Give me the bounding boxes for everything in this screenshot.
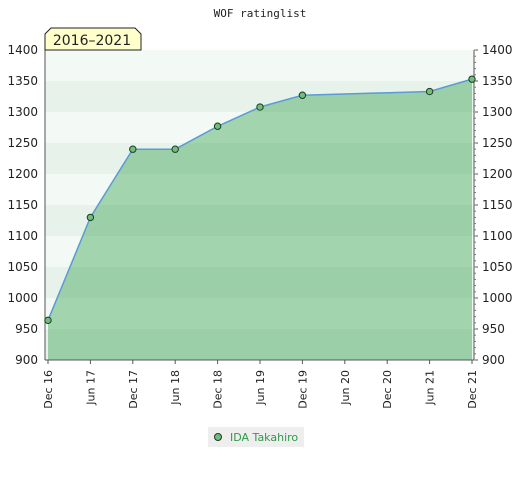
y-tick-label-left: 1000 [7,291,38,305]
legend-label: IDA Takahiro [230,430,299,444]
y-tick-label-left: 1300 [7,105,38,119]
y-tick-label-right: 900 [482,353,505,367]
data-point [86,213,95,222]
data-point [298,91,307,99]
band [45,65,474,82]
y-tick-label-left: 900 [15,353,38,367]
y-tick-label-right: 950 [482,322,505,336]
chart-title: WOF ratinglist [214,7,307,20]
x-tick-label: Dec 19 [296,370,309,409]
data-point [129,145,137,153]
data-points [44,75,476,325]
x-tick-label: Jun 17 [84,370,97,406]
x-axis: Dec 16 Jun 17 Dec 17 Jun 18 Dec 18 Jun 19 Dec … [42,360,479,409]
y-tick-label-left: 1100 [7,229,38,243]
period-label: 2016–2021 [44,27,142,51]
legend-marker [214,433,222,441]
x-tick-label: Dec 21 [466,370,479,409]
data-point [468,75,476,83]
x-tick-label: Jun 18 [169,370,182,406]
y-tick-label-left: 1400 [7,43,38,57]
y-tick-label-right: 1300 [482,105,513,119]
y-tick-label-left: 1250 [7,136,38,150]
y-axis-right: 900 950 1000 1050 1100 1150 1200 1250 1300 1350 14… [474,43,513,367]
y-tick-label-left: 1200 [7,167,38,181]
x-tick-label: Dec 18 [212,370,225,409]
data-point [213,122,222,130]
x-tick-label: Jun 19 [254,370,267,406]
data-point [256,103,264,111]
y-axis-left: 900 950 1000 1050 1100 1150 1200 1250 1300 1350 14… [7,43,38,367]
area-band [45,329,474,360]
data-point [44,316,52,325]
area-band [45,267,474,298]
x-tick-label: Jun 21 [424,370,437,406]
period-text: 2016–2021 [53,33,131,49]
y-tick-label-right: 1000 [482,291,513,305]
x-tick-label: Dec 16 [42,370,55,409]
y-tick-label-left: 1050 [7,260,38,274]
y-tick-label-right: 1050 [482,260,513,274]
area-band [45,205,474,236]
x-tick-label: Dec 17 [127,370,140,409]
y-tick-label-right: 1150 [482,198,513,212]
band [45,50,474,66]
data-point [171,145,179,153]
y-tick-label-right: 1400 [482,43,513,57]
y-tick-label-right: 1350 [482,74,513,88]
x-tick-label: Dec 20 [381,370,394,409]
area-band [45,143,474,174]
x-tick-label: Jun 20 [339,370,352,406]
legend: IDA Takahiro [208,427,305,447]
data-point [425,87,434,96]
y-tick-label-right: 1200 [482,167,513,181]
y-tick-label-right: 1250 [482,136,513,150]
y-tick-label-left: 950 [15,322,38,336]
y-tick-label-left: 1350 [7,74,38,88]
y-tick-label-left: 1150 [7,198,38,212]
y-tick-label-right: 1100 [482,229,513,243]
